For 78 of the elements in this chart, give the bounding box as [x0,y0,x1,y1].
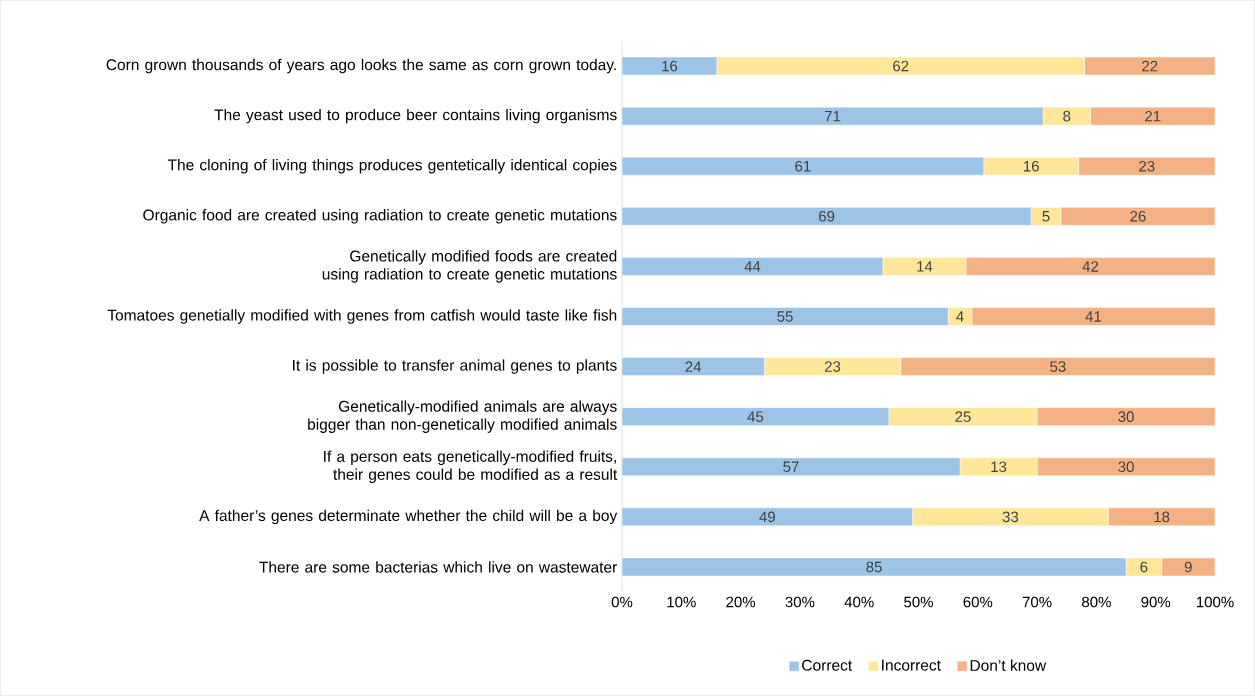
bar [1060,207,1216,226]
data-label: 42 [1082,261,1099,272]
legend-label: Don’t know [970,659,1047,671]
bar [622,207,1032,226]
bar [622,457,961,477]
data-label: 53 [1050,361,1066,372]
legend-label: Incorrect [882,659,941,671]
data-label: 26 [1130,211,1146,222]
data-label: 5 [1042,211,1050,222]
y-tick-label: It is possible to transfer animal genes to plants [293,359,617,374]
data-label: 62 [893,60,909,72]
data-label: 33 [1002,511,1019,523]
y-tick-label: Tomatoes genetially modified with genes from catfish would taste like fish [107,309,617,324]
data-label: 16 [1023,160,1039,172]
bar [912,507,1109,527]
bar [622,156,984,176]
bar [1036,457,1216,477]
data-label: 25 [955,411,971,422]
data-label: 44 [744,261,761,272]
y-tick-label: A father’s genes determinate whether the child will be a boy [199,509,618,525]
y-tick-label: Genetically modified foods are created using radiation to create genetic mutations [322,250,617,283]
y-tick-label: The yeast used to produce beer contains living organisms [214,108,617,124]
data-label: 30 [1118,411,1134,422]
bar [965,257,1216,276]
data-label: 61 [795,160,811,172]
data-label: 71 [824,110,841,122]
data-label: 22 [1142,60,1158,72]
x-tick-label: 100% [1196,596,1234,608]
data-label: 16 [662,60,678,72]
bar [1036,407,1216,426]
data-label: 14 [917,261,933,272]
bar [1042,106,1091,126]
data-label: 13 [991,461,1007,473]
y-tick-label: Corn grown thousands of years ago looks the same as corn grown today. [106,58,616,74]
bar [983,156,1079,176]
bar [622,257,884,276]
data-label: 18 [1154,511,1170,523]
data-label: 57 [783,461,799,472]
data-label: 49 [759,511,775,523]
data-label: 45 [747,411,764,422]
y-tick-label: Genetically-modified animals are always bigger than non-genetically modified animals [308,400,617,433]
y-tick-label: If a person eats genetically-modified fruits, their genes could be modified as a result [324,450,618,483]
data-label: 24 [685,361,702,372]
x-tick-label: 70% [1022,596,1052,608]
x-tick-label: 80% [1082,596,1111,608]
x-tick-label: 10% [667,596,696,608]
bar [1030,207,1062,226]
x-tick-label: 20% [726,596,756,608]
data-label: 9 [1184,561,1192,573]
data-label: 41 [1085,311,1102,322]
bar [622,407,890,426]
x-tick-label: 50% [904,596,933,608]
data-label: 30 [1118,461,1134,473]
legend-label: Correct [802,659,853,671]
data-label: 85 [866,561,882,573]
data-label: 55 [777,311,793,322]
bar [622,307,949,326]
bar [959,457,1038,477]
y-tick-label: There are some bacterias which live on wastewater [259,561,617,573]
bar [1078,156,1216,176]
bar [971,307,1216,326]
data-label: 8 [1063,110,1071,122]
bar [900,357,1216,376]
y-tick-label: The cloning of living things produces gentetically identical copies [167,159,617,174]
y-tick-label: Organic food are created using radiation to create genetic mutations [143,209,617,224]
data-label: 21 [1145,110,1161,122]
x-tick-label: 0% [611,596,633,608]
data-label: 23 [824,361,841,372]
data-label: 69 [819,211,835,222]
data-label: 4 [956,311,964,322]
bar [947,307,973,326]
bar [622,357,765,376]
data-label: 23 [1139,160,1155,172]
x-tick-label: 90% [1141,596,1171,608]
x-tick-label: 40% [844,596,874,608]
x-tick-label: 30% [785,596,815,608]
data-label: 6 [1140,561,1148,573]
x-tick-label: 60% [963,596,993,608]
